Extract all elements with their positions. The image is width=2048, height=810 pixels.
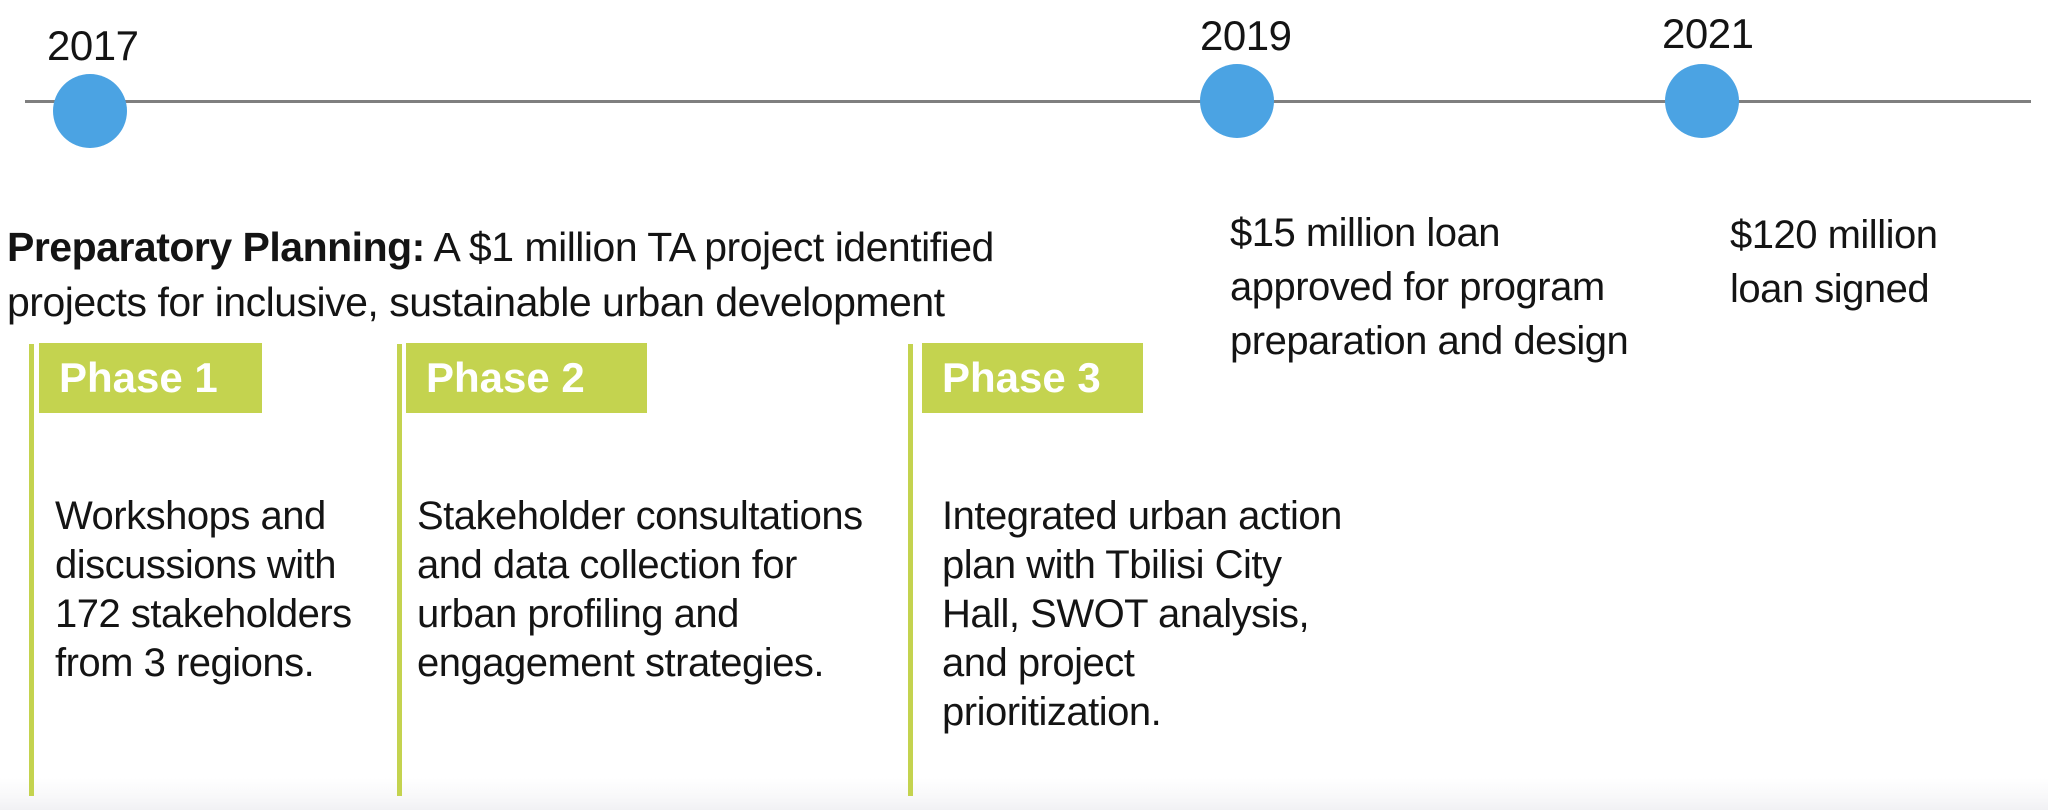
year-label-2017: 2017	[47, 22, 139, 69]
phase2-body: Stakeholder consultations and data colle…	[417, 494, 863, 685]
phase1-label: Phase 1	[59, 354, 218, 401]
phase2-header: Phase 2	[406, 343, 647, 413]
timeline-dot-2021	[1665, 64, 1739, 138]
intro-body: A $1 million TA project identified proje…	[7, 224, 994, 325]
milestone-text-2019: $15 million loan approved for program pr…	[1230, 211, 1629, 363]
intro-paragraph: Preparatory Planning: A $1 million TA pr…	[7, 220, 994, 330]
year-label-2021: 2021	[1662, 10, 1754, 57]
milestone-text-2021: $120 million loan signed	[1730, 213, 1938, 311]
phase1-accent-bar	[29, 344, 34, 796]
year-label-2019: 2019	[1200, 12, 1292, 59]
phase3-header: Phase 3	[922, 343, 1143, 413]
phase2-accent-bar	[397, 344, 402, 796]
timeline-line	[25, 100, 2031, 103]
phase1-header: Phase 1	[39, 343, 262, 413]
timeline-dot-2019	[1200, 64, 1274, 138]
phase3-accent-bar	[908, 344, 913, 796]
phase3-label: Phase 3	[942, 354, 1101, 401]
slide-bottom-edge	[0, 778, 2048, 810]
phase1-body: Workshops and discussions with 172 stake…	[55, 494, 352, 685]
phase3-body: Integrated urban action plan with Tbilis…	[942, 494, 1342, 734]
phase2-label: Phase 2	[426, 354, 585, 401]
intro-lead: Preparatory Planning:	[7, 224, 425, 270]
timeline-dot-2017	[53, 74, 127, 148]
